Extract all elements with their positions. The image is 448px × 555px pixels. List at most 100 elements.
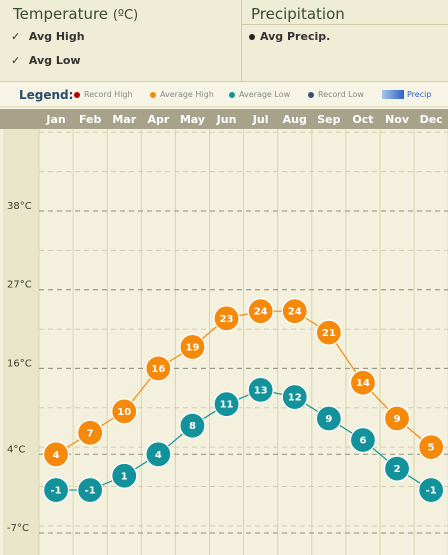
legend-dot-icon (74, 92, 80, 98)
temperature-unit: (ºC) (112, 8, 139, 23)
month-labels: Jan Feb Mar Apr May Jun Jul Aug Sep Oct Nov Dec (45, 113, 442, 126)
data-point[interactable]: 1 (111, 462, 138, 489)
data-label: 24 (254, 307, 268, 318)
header-divider (242, 24, 448, 25)
data-point-marker (349, 369, 377, 396)
legend-label: Average Low (239, 90, 291, 99)
data-point[interactable]: 9 (383, 405, 411, 432)
data-point[interactable]: 16 (145, 355, 172, 382)
chart-controls: Temperature (ºC) ✓ Avg High ✓ Avg Low Pr… (0, 0, 448, 82)
data-label: 4 (53, 450, 60, 461)
data-label: 24 (288, 307, 302, 318)
check-icon: ✓ (11, 54, 21, 67)
data-point[interactable]: 12 (281, 383, 308, 411)
data-point[interactable]: -1 (42, 476, 70, 504)
legend-dot-icon (229, 92, 235, 98)
temperature-title-text: Temperature (13, 5, 109, 23)
data-label: 23 (220, 314, 234, 325)
avg-high-checkbox[interactable]: ✓ Avg High (11, 30, 85, 43)
data-point-marker (213, 305, 240, 332)
data-point[interactable]: 10 (111, 398, 138, 425)
month-label: Jun (216, 113, 237, 126)
y-tick-label: 16°C (7, 358, 32, 369)
avg-precip-radio[interactable]: Avg Precip. (249, 30, 330, 43)
data-point[interactable]: 11 (213, 391, 240, 418)
month-label: Feb (79, 113, 102, 126)
data-point[interactable]: 2 (383, 455, 411, 482)
data-point-marker (247, 376, 274, 403)
legend-dot-icon (150, 92, 156, 98)
check-icon: ✓ (11, 30, 21, 43)
data-label: 13 (254, 385, 268, 396)
legend-item-precip: Precip (382, 90, 431, 99)
data-point-marker (145, 441, 172, 468)
month-label: Jan (45, 113, 65, 126)
data-point-marker (349, 426, 377, 454)
legend-item-record-high: Record High (74, 90, 133, 99)
avg-low-checkbox[interactable]: ✓ Avg Low (11, 54, 81, 67)
month-label: Aug (283, 113, 307, 126)
month-header-bar (0, 109, 448, 129)
data-point-marker (383, 455, 411, 482)
data-label: 11 (220, 400, 234, 411)
data-label: -1 (50, 486, 61, 497)
data-label: 4 (155, 450, 162, 461)
data-point[interactable]: 13 (247, 376, 274, 403)
legend-title: Legend: (19, 88, 74, 102)
data-point-marker (383, 405, 411, 432)
data-point[interactable]: 5 (418, 434, 445, 461)
data-label: 1 (121, 471, 128, 482)
data-point[interactable]: 4 (42, 441, 70, 468)
data-label: -1 (85, 486, 96, 497)
data-point[interactable]: 4 (145, 441, 172, 468)
data-point-marker (42, 441, 70, 468)
data-point-marker (281, 298, 308, 325)
data-point[interactable]: 24 (281, 298, 308, 325)
data-point[interactable]: -1 (77, 476, 104, 504)
month-label: Jul (252, 113, 269, 126)
data-point-marker (77, 476, 104, 504)
avg-high-label: Avg High (28, 30, 85, 43)
data-point[interactable]: 14 (349, 369, 377, 396)
data-point[interactable]: 23 (213, 305, 240, 332)
avg-precip-label: Avg Precip. (260, 30, 331, 43)
chart-background (0, 109, 448, 555)
precip-gradient-swatch (382, 90, 404, 99)
legend-item-record-low: Record Low (308, 90, 364, 99)
data-point[interactable]: 19 (179, 333, 206, 361)
data-point-marker (179, 333, 206, 361)
data-point-marker (42, 476, 70, 504)
data-point-marker (213, 391, 240, 418)
legend-item-average-high: Average High (150, 90, 214, 99)
month-dividers (38, 129, 448, 555)
data-point-marker (281, 383, 308, 411)
data-point[interactable]: 8 (179, 412, 206, 439)
data-point[interactable]: 9 (315, 405, 342, 432)
legend: Legend: Record High Average High Average… (0, 83, 448, 107)
data-point[interactable]: 24 (247, 298, 274, 325)
data-label: 12 (288, 393, 302, 404)
data-point-marker (418, 476, 445, 504)
radio-dot-icon (249, 34, 255, 40)
data-point-marker (111, 398, 138, 425)
temperature-panel: Temperature (ºC) ✓ Avg High ✓ Avg Low (0, 0, 242, 82)
data-point[interactable]: 6 (349, 426, 377, 454)
legend-label: Precip (407, 90, 432, 99)
avg-low-label: Avg Low (28, 54, 81, 67)
month-label: Nov (385, 113, 410, 126)
data-point-marker (179, 412, 206, 439)
month-label: Sep (317, 113, 340, 126)
y-tick-label: 38°C (7, 201, 32, 212)
legend-item-average-low: Average Low (229, 90, 290, 99)
month-label: Mar (112, 113, 136, 126)
precipitation-panel: Precipitation Avg Precip. (243, 0, 448, 82)
y-axis-panel (3, 129, 39, 555)
data-label: 10 (117, 407, 131, 418)
legend-dot-icon (308, 92, 314, 98)
data-label: 14 (356, 378, 370, 389)
data-point[interactable]: -1 (418, 476, 445, 504)
data-point[interactable]: 21 (315, 319, 342, 346)
data-point[interactable]: 7 (77, 419, 104, 446)
data-label: 16 (151, 364, 165, 375)
